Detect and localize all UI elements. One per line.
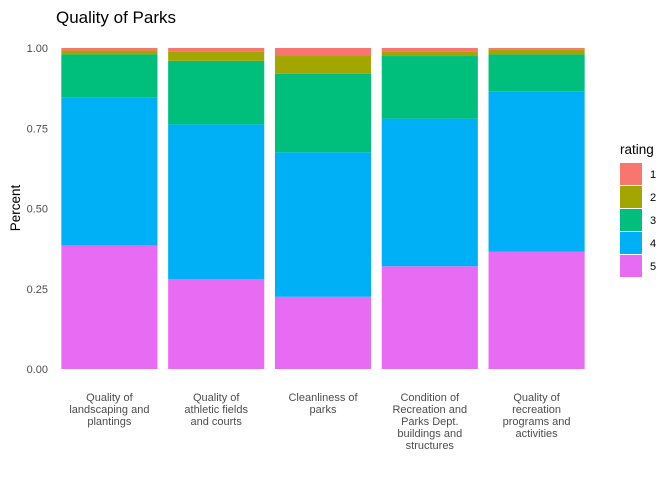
x-category-label: Quality of — [193, 392, 240, 404]
legend-label: 1 — [650, 169, 656, 181]
y-axis-ticks: 0.00 0.25 0.50 0.75 1.00 — [27, 43, 48, 376]
y-tick-label: 1.00 — [27, 43, 48, 55]
legend-items: 1 2 3 4 5 — [620, 163, 656, 277]
x-category-label: programs and — [503, 416, 571, 428]
bar-segment-rating-4 — [61, 97, 158, 246]
y-axis-label: Percent — [8, 184, 23, 231]
x-category-label: and courts — [191, 416, 243, 428]
legend-label: 5 — [650, 261, 656, 273]
bar-segment-rating-2 — [61, 50, 158, 55]
legend-swatch-1 — [620, 163, 642, 185]
x-category-label: activities — [516, 428, 559, 440]
bar-segment-rating-4 — [274, 152, 372, 297]
x-category-label: Condition of — [400, 392, 460, 404]
bar-segment-rating-1 — [381, 48, 478, 52]
bar-segment-rating-1 — [61, 48, 158, 51]
x-category-label: Quality of — [86, 392, 133, 404]
y-tick-label: 0.25 — [27, 284, 48, 296]
bar-segment-rating-2 — [488, 49, 585, 55]
x-category-label: Cleanliness of — [288, 392, 358, 404]
x-category-label: buildings and — [397, 428, 462, 440]
bar-segment-rating-2 — [168, 51, 265, 61]
x-category-label: structures — [406, 440, 455, 452]
chart-title: Quality of Parks — [56, 8, 176, 27]
bar-segment-rating-3 — [381, 56, 478, 119]
x-category-label: plantings — [87, 416, 132, 428]
bar-segment-rating-1 — [488, 48, 585, 50]
bar-segment-rating-5 — [61, 245, 158, 369]
x-category-label: Parks Dept. — [401, 416, 458, 428]
bar-segment-rating-1 — [168, 48, 265, 52]
x-category-label: recreation — [512, 404, 561, 416]
legend-swatch-3 — [620, 209, 642, 231]
x-category-label: parks — [310, 404, 337, 416]
legend-swatch-5 — [620, 255, 642, 277]
y-tick-label: 0.00 — [27, 364, 48, 376]
bar-segment-rating-3 — [274, 73, 372, 153]
x-category-label: Quality of — [513, 392, 560, 404]
bar-segment-rating-4 — [381, 118, 478, 267]
bar-segment-rating-5 — [381, 266, 478, 369]
x-category-label: landscaping and — [69, 404, 149, 416]
legend-label: 4 — [650, 238, 656, 250]
bar-segment-rating-4 — [488, 91, 585, 252]
bar-segment-rating-5 — [168, 279, 265, 369]
bars — [61, 48, 585, 369]
bar-segment-rating-2 — [274, 56, 372, 74]
legend-swatch-2 — [620, 186, 642, 208]
bar-segment-rating-5 — [488, 251, 585, 369]
y-tick-label: 0.75 — [27, 123, 48, 135]
x-category-label: Recreation and — [392, 404, 467, 416]
legend-label: 3 — [650, 215, 656, 227]
y-tick-label: 0.50 — [27, 204, 48, 216]
legend-title: rating — [620, 142, 654, 157]
legend-swatch-4 — [620, 232, 642, 254]
bar-segment-rating-4 — [168, 124, 265, 280]
bar-segment-rating-3 — [61, 54, 158, 98]
bar-segment-rating-5 — [274, 296, 372, 369]
legend-label: 2 — [650, 192, 656, 204]
x-category-label: athletic fields — [184, 404, 248, 416]
bar-segment-rating-3 — [488, 54, 585, 92]
legend: rating 1 2 3 4 5 — [620, 142, 656, 277]
bar-segment-rating-2 — [381, 51, 478, 57]
bar-segment-rating-1 — [274, 48, 372, 57]
bar-segment-rating-3 — [168, 60, 265, 125]
